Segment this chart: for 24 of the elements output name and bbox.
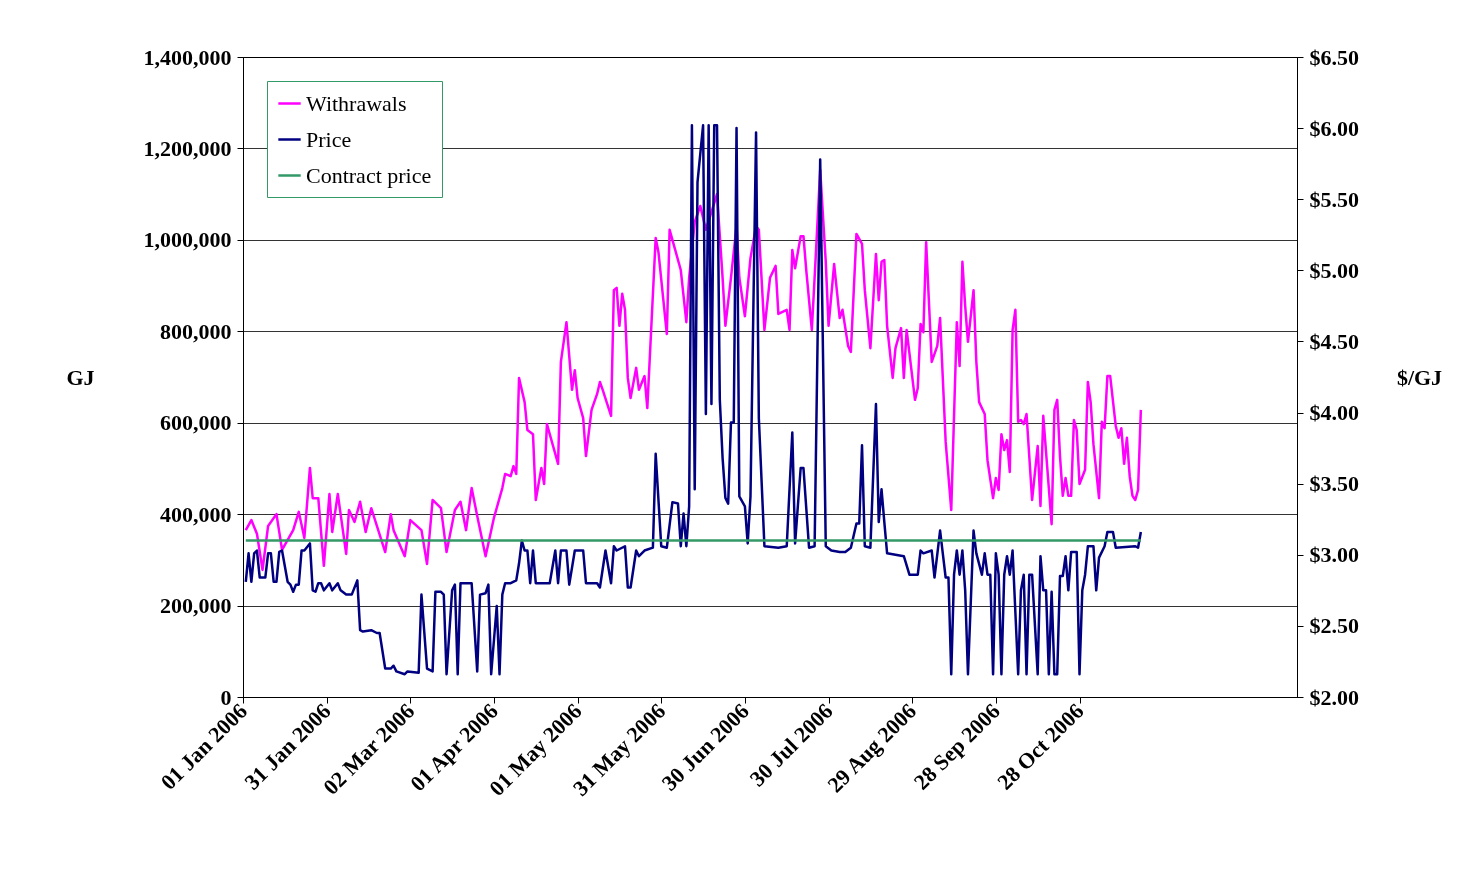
y2-tick-label: $3.50 bbox=[1309, 471, 1359, 497]
line-series bbox=[244, 124, 1143, 676]
y2-tick-label: $3.00 bbox=[1309, 542, 1359, 568]
y-tick-label: 200,000 bbox=[160, 593, 232, 619]
y2-tick-label: $6.00 bbox=[1309, 115, 1359, 141]
y-tick-label: 1,000,000 bbox=[143, 227, 232, 253]
y-axis-title: GJ bbox=[66, 364, 95, 390]
y-tick-label: 600,000 bbox=[160, 410, 232, 436]
y2-tick-label: $2.00 bbox=[1309, 684, 1359, 710]
y2-axis-title: $/GJ bbox=[1396, 364, 1443, 390]
y-tick-label: 1,400,000 bbox=[143, 44, 232, 70]
y2-tick-label: $4.50 bbox=[1309, 328, 1359, 354]
y-tick-label: 1,200,000 bbox=[143, 135, 232, 161]
y-tick-label: 400,000 bbox=[160, 501, 232, 527]
y-tick-label: 0 bbox=[220, 684, 232, 710]
legend-label: Price bbox=[306, 126, 352, 152]
legend-label: Contract price bbox=[306, 162, 432, 188]
y-tick-label: 800,000 bbox=[160, 318, 232, 344]
y2-tick-label: $5.00 bbox=[1309, 257, 1359, 283]
y2-tick-label: $4.00 bbox=[1309, 400, 1359, 426]
legend-label: Withrawals bbox=[306, 90, 407, 116]
y2-tick-label: $6.50 bbox=[1309, 44, 1359, 70]
y2-tick-label: $2.50 bbox=[1309, 613, 1359, 639]
y2-tick-label: $5.50 bbox=[1309, 186, 1359, 212]
